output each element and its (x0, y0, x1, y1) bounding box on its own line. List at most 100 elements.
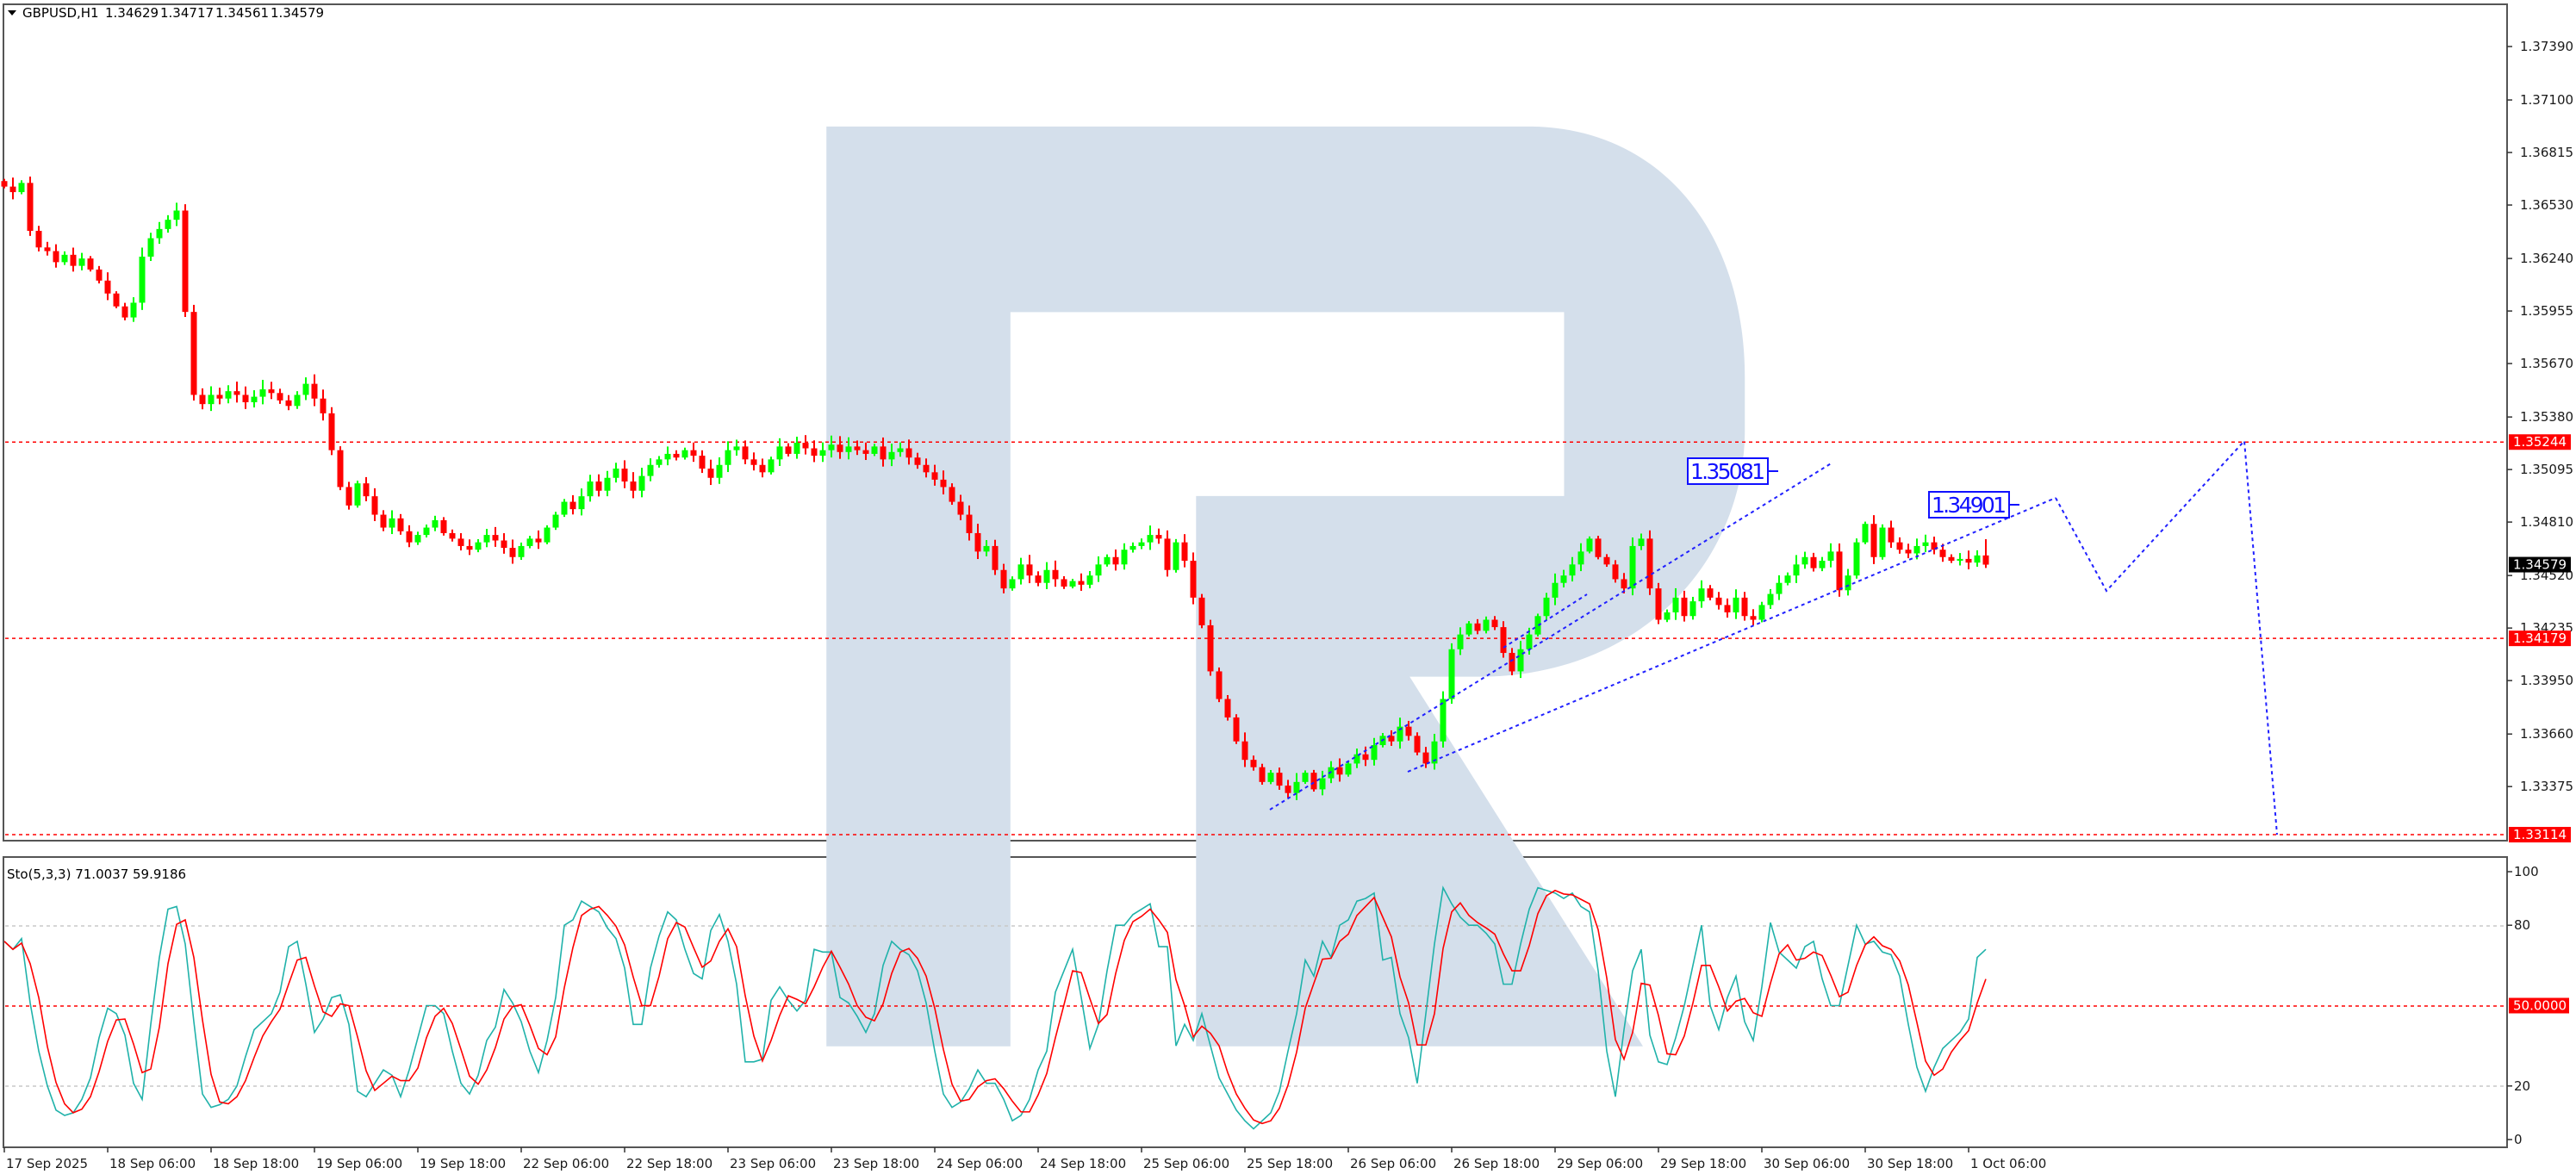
candle-body (233, 391, 240, 395)
candle (1241, 732, 1248, 767)
candle-body (1457, 634, 1464, 649)
dropdown-triangle-icon[interactable] (8, 10, 16, 16)
candle-body (1767, 593, 1774, 606)
trend-line-lower[interactable] (1407, 497, 2056, 773)
candle (1836, 543, 1843, 597)
candle-body (940, 479, 947, 488)
forecast-label-2[interactable]: 1.34901 (1928, 491, 2019, 519)
stoch-d-line (3, 889, 1987, 1125)
candle (35, 226, 42, 252)
candle (535, 530, 542, 550)
candle-body (966, 514, 973, 533)
candle-body (1310, 773, 1317, 790)
candle (785, 443, 792, 457)
candle (552, 512, 559, 531)
candle-body (1793, 564, 1800, 576)
candle-body (302, 383, 309, 395)
candle-body (1035, 575, 1042, 583)
candle (569, 494, 576, 515)
candle (113, 291, 120, 308)
candle-body (1052, 569, 1059, 580)
candle (1715, 592, 1722, 610)
candle (1517, 641, 1524, 679)
candle-body (1414, 736, 1421, 753)
candle (1603, 554, 1610, 568)
candle-body (681, 450, 688, 458)
candle (121, 302, 128, 320)
candle (216, 388, 223, 405)
candle-body (1302, 773, 1309, 782)
candle-body (1319, 778, 1326, 790)
candle-body (78, 258, 85, 266)
price-tick-label: 1.34810 (2520, 514, 2573, 530)
candle-body (1104, 556, 1111, 565)
svg-text:1.34579: 1.34579 (2513, 557, 2567, 573)
candle (1655, 582, 1662, 624)
candle (1982, 539, 1989, 568)
candlestick-series (1, 177, 1989, 800)
candle-body (862, 450, 869, 454)
candle-body (147, 238, 154, 257)
level-price-tag: 1.34179 (2509, 630, 2571, 647)
candle (1905, 544, 1912, 559)
candle-body (561, 501, 568, 515)
chart-header: GBPUSD,H1 1.34629 1.34717 1.34561 1.3457… (8, 5, 324, 21)
candle-body (673, 453, 680, 458)
candle (518, 542, 525, 560)
candle-body (380, 514, 387, 528)
time-axis[interactable]: 17 Sep 2025 18 Sep 06:00 18 Sep 18:00 19 Se… (3, 1147, 2046, 1171)
candle (1922, 534, 1929, 553)
forecast-path[interactable] (2055, 438, 2278, 835)
stoch-k-line (3, 885, 1987, 1130)
candle-body (768, 459, 775, 473)
candle (242, 386, 249, 409)
time-tick-label: 25 Sep 18:00 (1247, 1156, 1333, 1171)
candle-body (621, 469, 628, 482)
candle-body (1483, 619, 1490, 631)
candle-body (1164, 538, 1171, 570)
candle-body (457, 538, 464, 546)
candle (613, 463, 619, 483)
candle-body (957, 501, 964, 515)
candle (940, 470, 947, 494)
candle-body (1388, 736, 1395, 742)
forecast-label-1[interactable]: 1.35081 (1687, 457, 1778, 485)
candle-body (242, 394, 249, 403)
candle-body (1913, 545, 1920, 554)
candle (621, 460, 628, 488)
candle-body (70, 254, 77, 266)
candle-body (1095, 564, 1102, 576)
candle-body (1190, 561, 1197, 598)
candle-body (569, 501, 576, 510)
candle (199, 388, 206, 410)
candle (475, 538, 482, 553)
candle-body (587, 481, 594, 497)
price-axis[interactable]: 1.37390 1.37100 1.36815 1.36530 1.36240 1.359… (2507, 39, 2573, 843)
candle-body (552, 514, 559, 528)
candle (1931, 536, 1938, 555)
candle (492, 526, 499, 547)
trend-line-inner[interactable] (1503, 593, 1588, 649)
candle (1698, 580, 1705, 608)
candle-body (1500, 627, 1507, 654)
candle-body (277, 393, 283, 401)
candle-body (1638, 538, 1645, 546)
candle (182, 204, 189, 318)
candle-body (1586, 538, 1593, 552)
candle-body (1285, 786, 1291, 793)
candle-body (259, 389, 266, 397)
candle (1767, 588, 1774, 609)
candle-body (759, 464, 766, 473)
forecast-drawings[interactable] (1269, 438, 2278, 835)
candle-body (1836, 551, 1843, 591)
candle-body (983, 545, 990, 552)
candle (53, 244, 59, 268)
stoch-mid-level-tag: 50.0000 (2509, 997, 2569, 1014)
candle-body (1491, 619, 1498, 628)
candle-body (931, 472, 938, 480)
candle-body (1155, 535, 1162, 539)
candle-body (1293, 781, 1300, 793)
candle-body (130, 302, 137, 318)
candle-body (802, 443, 809, 449)
candle (1586, 536, 1593, 554)
